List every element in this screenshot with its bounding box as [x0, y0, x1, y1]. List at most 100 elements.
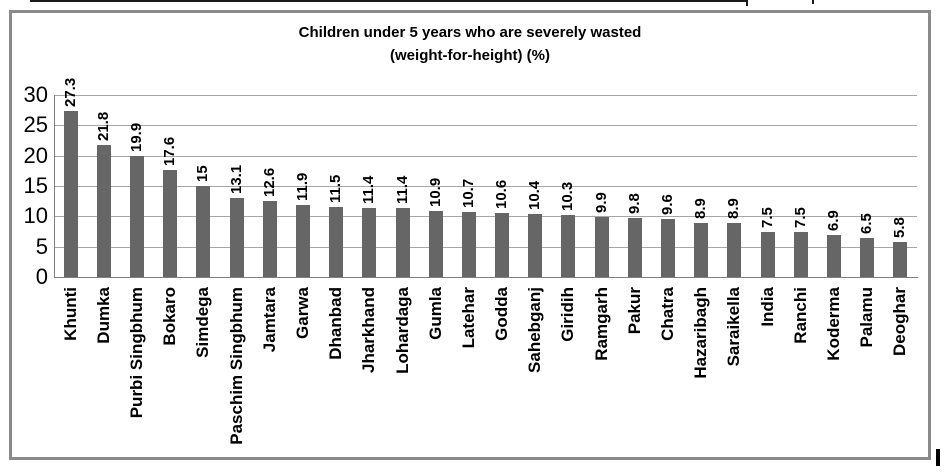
- bar: [329, 207, 344, 277]
- bar-value-label: 11.9: [293, 172, 311, 201]
- bar: [893, 241, 908, 277]
- y-axis-tick-label: 15: [23, 173, 48, 198]
- y-axis-line: [54, 95, 55, 277]
- bar: [395, 207, 410, 277]
- bar: [760, 231, 775, 277]
- bar-value-label: 11.4: [360, 175, 378, 204]
- bar-value-label: 6.9: [825, 210, 843, 232]
- bar-value-label: 10.9: [426, 177, 444, 207]
- category-label: Gumla: [425, 287, 445, 340]
- bar-value-label: 8.9: [725, 198, 743, 219]
- category-label: Khunti: [60, 287, 80, 341]
- bar-value-label: 5.8: [891, 216, 909, 238]
- bar: [860, 237, 875, 277]
- gridline: [54, 95, 917, 96]
- category-label: Sahebganj: [525, 287, 545, 373]
- bar-value-label: 12.6: [260, 167, 278, 197]
- bar-value-label: 13.1: [227, 164, 245, 194]
- category-label: Lohardaga: [392, 287, 412, 374]
- category-label: Chatra: [658, 287, 678, 341]
- category-label: Paschim Singbhum: [226, 287, 246, 445]
- y-axis-tick-label: 20: [23, 142, 48, 168]
- bar-value-label: 21.8: [94, 111, 112, 141]
- bar: [229, 197, 244, 277]
- bar-value-label: 8.9: [692, 198, 710, 219]
- category-label: Simdega: [193, 287, 213, 358]
- bar-value-label: 9.9: [592, 192, 610, 213]
- text-cursor-artifact: [936, 449, 940, 466]
- bar-value-label: 19.9: [127, 123, 145, 153]
- bar: [129, 156, 144, 277]
- gridline: [54, 125, 917, 127]
- category-label: Ramgarh: [591, 287, 611, 361]
- bar: [694, 223, 709, 277]
- bar-value-label: 11.4: [393, 175, 411, 204]
- bar: [627, 217, 642, 277]
- bar: [295, 204, 310, 277]
- category-label: Garwa: [292, 287, 312, 339]
- bar: [163, 170, 178, 277]
- bar: [727, 223, 742, 277]
- bar-value-label: 10.6: [493, 179, 511, 209]
- bar: [461, 212, 476, 277]
- bar: [96, 144, 111, 277]
- x-axis-line: [54, 277, 918, 278]
- category-label: Jamtara: [259, 287, 279, 353]
- gridline: [54, 186, 917, 187]
- bar: [528, 213, 543, 277]
- category-label: Jharkhand: [359, 287, 379, 373]
- category-label: Koderma: [824, 287, 844, 361]
- cropped-text-artifact: [812, 0, 814, 4]
- bar: [594, 216, 609, 277]
- bar: [196, 186, 211, 277]
- category-label: Ranchi: [790, 287, 810, 344]
- bar-value-label: 10.4: [526, 180, 544, 210]
- category-label: Latehar: [458, 287, 478, 349]
- bar: [661, 218, 676, 277]
- bar-value-label: 27.3: [61, 78, 79, 108]
- bar-value-label: 10.7: [459, 178, 477, 209]
- bar-value-label: 9.6: [659, 193, 677, 215]
- bar: [495, 212, 510, 277]
- bar-value-label: 7.5: [791, 206, 809, 228]
- category-label: Palamu: [857, 287, 877, 348]
- category-label: India: [757, 287, 777, 327]
- y-axis-tick-label: 5: [35, 233, 48, 259]
- gridline: [54, 216, 917, 218]
- category-label: Dumka: [93, 287, 113, 344]
- cropped-text-artifact: [30, 0, 747, 2]
- bar-value-label: 7.5: [758, 206, 776, 228]
- gridline: [54, 155, 917, 157]
- bar-value-label: 17.6: [161, 137, 179, 167]
- cropped-text-artifact: [746, 0, 748, 6]
- category-label: Pakur: [624, 287, 644, 335]
- y-axis-tick-label: 30: [23, 82, 48, 107]
- gridline: [54, 246, 917, 248]
- bar-value-label: 9.8: [625, 192, 643, 214]
- bar: [262, 200, 277, 277]
- category-label: Bokaro: [160, 287, 180, 346]
- bar: [793, 231, 808, 277]
- bar-value-label: 10.3: [559, 181, 577, 211]
- bar-value-label: 6.5: [858, 212, 876, 234]
- chart-title: Children under 5 years who are severely …: [9, 21, 931, 67]
- bar-value-label: 15: [194, 165, 212, 182]
- bar: [827, 235, 842, 277]
- category-label: Giridih: [558, 287, 578, 342]
- bar: [362, 207, 377, 277]
- category-label: Purbi Singbhum: [126, 287, 146, 419]
- bar-value-label: 11.5: [327, 174, 345, 204]
- y-axis-tick-label: 0: [35, 264, 48, 289]
- category-label: Dhanbad: [326, 287, 346, 360]
- y-axis-tick-label: 25: [23, 112, 48, 138]
- category-label: Godda: [492, 287, 512, 341]
- y-axis-tick-label: 10: [23, 203, 48, 229]
- chart-title-line-2: (weight-for-height) (%): [390, 47, 550, 64]
- bar: [428, 210, 443, 277]
- bar: [561, 214, 576, 277]
- category-label: Deoghar: [890, 287, 910, 356]
- bar: [63, 111, 78, 277]
- category-label: Saraikella: [724, 287, 744, 367]
